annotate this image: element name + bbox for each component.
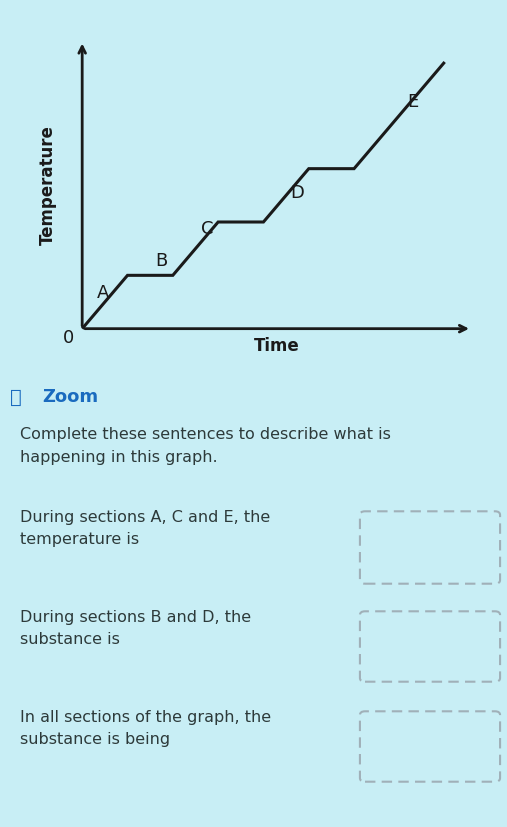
Text: During sections B and D, the
substance is: During sections B and D, the substance i… — [20, 610, 251, 648]
Text: In all sections of the graph, the
substance is being: In all sections of the graph, the substa… — [20, 710, 271, 748]
FancyBboxPatch shape — [360, 511, 500, 584]
FancyBboxPatch shape — [360, 611, 500, 681]
Text: Zoom: Zoom — [42, 389, 98, 407]
FancyBboxPatch shape — [360, 711, 500, 782]
Text: A: A — [96, 284, 109, 302]
Text: 🔍: 🔍 — [10, 388, 22, 407]
Text: E: E — [407, 93, 419, 111]
Text: Temperature: Temperature — [39, 125, 57, 245]
Text: 0: 0 — [63, 329, 74, 347]
Text: B: B — [155, 251, 168, 270]
Text: D: D — [291, 184, 304, 202]
Text: Time: Time — [254, 337, 300, 355]
Text: Complete these sentences to describe what is
happening in this graph.: Complete these sentences to describe wha… — [20, 428, 391, 465]
Text: C: C — [201, 220, 213, 237]
Text: During sections A, C and E, the
temperature is: During sections A, C and E, the temperat… — [20, 510, 271, 547]
